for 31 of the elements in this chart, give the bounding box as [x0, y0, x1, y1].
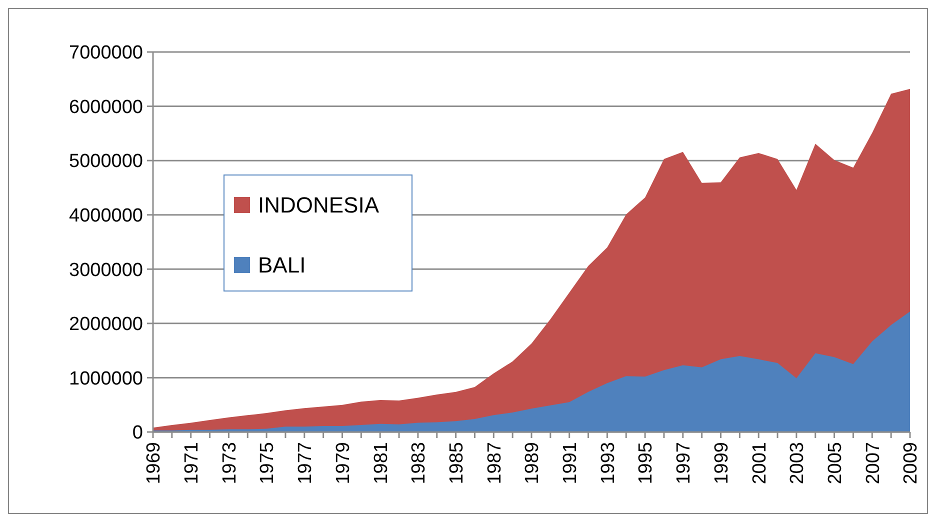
x-tick-label: 2001 — [749, 442, 770, 484]
y-tick-label: 1000000 — [69, 368, 143, 390]
x-tick-label: 1969 — [144, 442, 165, 484]
y-tick-label: 4000000 — [69, 206, 143, 227]
x-tick-label: 1991 — [560, 442, 581, 484]
legend-label: INDONESIA — [258, 192, 380, 218]
legend-label: BALI — [258, 252, 306, 278]
x-tick-label: 2005 — [824, 442, 846, 484]
x-tick-label: 1995 — [636, 442, 657, 484]
x-tick-label: 1979 — [332, 442, 354, 484]
x-tick-label: 1993 — [598, 442, 619, 484]
x-tick-label: 1999 — [711, 442, 732, 484]
y-tick-label: 7000000 — [69, 42, 143, 64]
y-tick-label: 6000000 — [69, 96, 143, 118]
x-tick-label: 1977 — [295, 442, 316, 484]
x-tick-label: 2003 — [787, 442, 808, 484]
x-tick-label: 1973 — [219, 442, 240, 484]
y-tick-label: 2000000 — [69, 314, 143, 336]
x-tick-label: 1983 — [408, 442, 430, 484]
x-tick-label: 1985 — [446, 442, 468, 484]
x-tick-label: 1971 — [182, 442, 202, 484]
x-tick-label: 1989 — [522, 442, 544, 484]
y-tick-label: 5000000 — [69, 151, 143, 172]
x-tick-label: 1987 — [484, 442, 506, 484]
x-tick-label: 2009 — [900, 442, 922, 484]
x-tick-label: 1975 — [257, 442, 278, 484]
y-tick-label: 0 — [132, 422, 143, 444]
x-tick-label: 2007 — [862, 442, 884, 484]
y-tick-label: 3000000 — [69, 260, 143, 281]
x-tick-label: 1981 — [370, 442, 392, 484]
x-tick-label: 1997 — [674, 442, 695, 484]
